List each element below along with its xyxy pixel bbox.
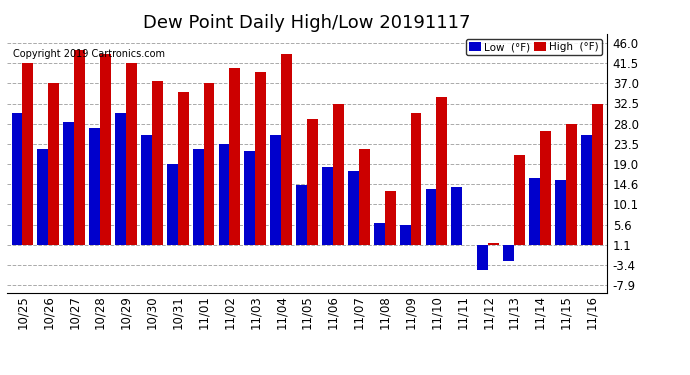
Bar [581, 135, 591, 245]
Bar [477, 245, 489, 270]
Bar [178, 92, 188, 245]
Bar [126, 63, 137, 245]
Bar [255, 72, 266, 245]
Bar [322, 166, 333, 245]
Bar [229, 68, 240, 245]
Bar [540, 130, 551, 245]
Bar [451, 187, 462, 245]
Bar [529, 178, 540, 245]
Bar [193, 148, 204, 245]
Bar [555, 180, 566, 245]
Title: Dew Point Daily High/Low 20191117: Dew Point Daily High/Low 20191117 [144, 14, 471, 32]
Legend: Low  (°F), High  (°F): Low (°F), High (°F) [466, 39, 602, 55]
Bar [270, 135, 281, 245]
Bar [115, 112, 126, 245]
Bar [333, 104, 344, 245]
Bar [63, 122, 75, 245]
Bar [385, 191, 395, 245]
Bar [307, 119, 318, 245]
Bar [411, 112, 422, 245]
Bar [204, 83, 215, 245]
Bar [152, 81, 163, 245]
Bar [75, 50, 85, 245]
Bar [282, 54, 292, 245]
Bar [89, 128, 100, 245]
Bar [503, 245, 514, 261]
Bar [348, 171, 359, 245]
Bar [296, 184, 307, 245]
Bar [489, 243, 499, 245]
Bar [141, 135, 152, 245]
Text: Copyright 2019 Cartronics.com: Copyright 2019 Cartronics.com [13, 49, 165, 59]
Bar [591, 104, 602, 245]
Bar [22, 63, 33, 245]
Bar [167, 164, 178, 245]
Bar [426, 189, 436, 245]
Bar [219, 144, 229, 245]
Bar [37, 148, 48, 245]
Bar [12, 112, 22, 245]
Bar [400, 225, 411, 245]
Bar [437, 97, 447, 245]
Bar [359, 148, 370, 245]
Bar [100, 54, 111, 245]
Bar [374, 223, 385, 245]
Bar [514, 155, 525, 245]
Bar [48, 83, 59, 245]
Bar [244, 151, 255, 245]
Bar [566, 124, 577, 245]
